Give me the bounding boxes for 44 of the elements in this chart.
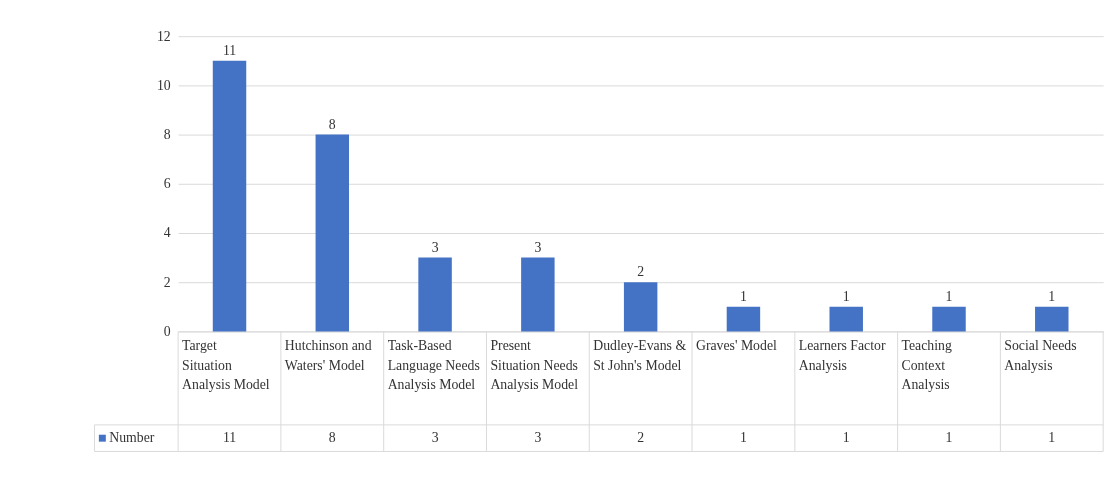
data-label: 11 bbox=[222, 430, 237, 446]
y-tick-label: 4 bbox=[163, 225, 171, 241]
data-label: 1 bbox=[739, 430, 747, 446]
bar bbox=[315, 134, 350, 332]
text: 11 bbox=[222, 42, 237, 58]
data-label: 1 bbox=[945, 430, 953, 446]
x-tick-label: Social Needs Analysis bbox=[1004, 338, 1077, 373]
text: 3 bbox=[534, 239, 542, 255]
text: 1 bbox=[1048, 288, 1056, 304]
y-tick-label: 8 bbox=[163, 127, 171, 143]
x-tick-label: Learners Factor Analysis bbox=[798, 338, 886, 373]
y-tick-label: 6 bbox=[163, 176, 171, 192]
text: 1 bbox=[945, 288, 953, 304]
data-label: 8 bbox=[328, 430, 336, 446]
text: 2 bbox=[637, 264, 645, 280]
legend-label: Number bbox=[109, 430, 155, 446]
bar bbox=[1035, 306, 1069, 332]
data-label: 3 bbox=[534, 430, 542, 446]
bar bbox=[212, 60, 247, 332]
text: 3 bbox=[431, 239, 439, 255]
data-label: 1 bbox=[842, 430, 850, 446]
data-label: 1 bbox=[1048, 430, 1056, 446]
data-label: 3 bbox=[431, 430, 439, 446]
y-tick-label: 0 bbox=[163, 323, 171, 339]
text: 1 bbox=[739, 288, 747, 304]
y-tick-label: 10 bbox=[156, 77, 171, 93]
x-tick-label: Target Situation Analysis Model bbox=[182, 338, 270, 393]
data-label: 2 bbox=[637, 430, 645, 446]
y-tick-label: 12 bbox=[156, 28, 171, 44]
y-tick-label: 2 bbox=[163, 274, 171, 290]
x-tick-label: Present Situation Needs Analysis Model bbox=[490, 338, 579, 393]
bar bbox=[932, 306, 966, 332]
x-tick-label: Teaching Context Analysis bbox=[901, 338, 952, 393]
bar bbox=[623, 282, 658, 332]
bar bbox=[726, 306, 761, 332]
x-tick-label: Task-Based Language Needs Analysis Model bbox=[387, 338, 480, 393]
text: 8 bbox=[328, 116, 336, 132]
text: 1 bbox=[842, 288, 850, 304]
x-tick-label: Dudley-Evans & St John's Model bbox=[593, 338, 687, 373]
bar bbox=[418, 257, 452, 332]
bar bbox=[521, 257, 555, 332]
x-tick-label: Hutchinson and Waters' Model bbox=[284, 338, 372, 373]
x-tick-label: Graves' Model bbox=[695, 338, 777, 354]
bar bbox=[829, 306, 863, 332]
